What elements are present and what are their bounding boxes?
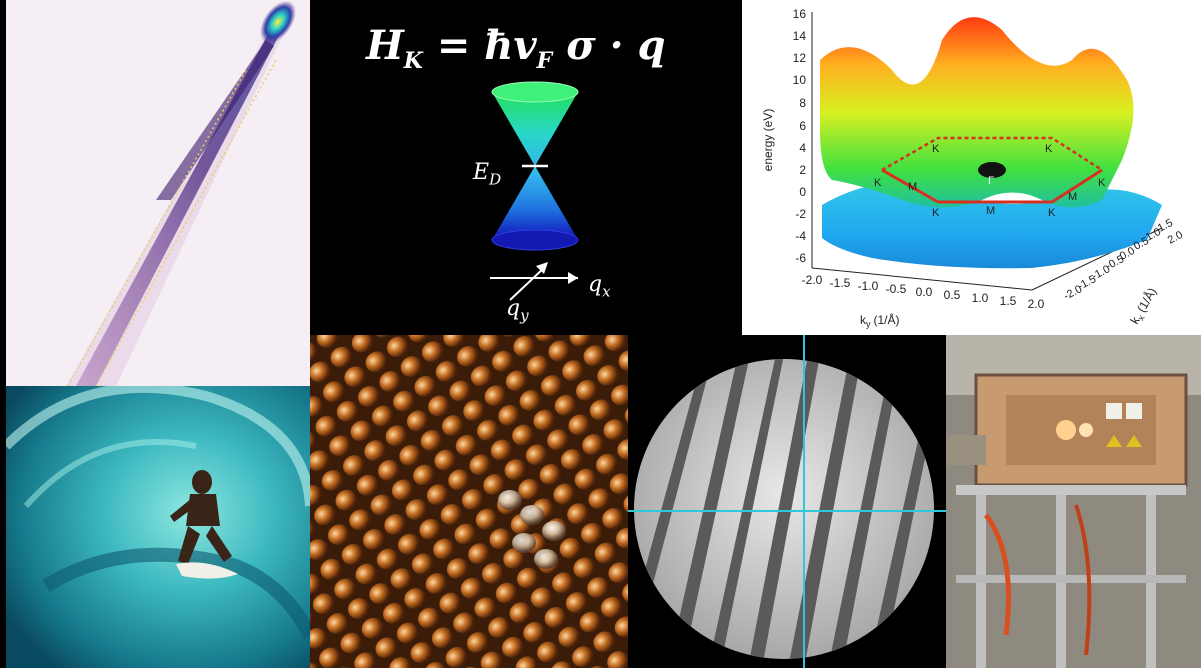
ytick-3: 10	[793, 73, 807, 87]
label-M3: M	[986, 205, 995, 217]
ytick-8: 0	[799, 185, 806, 199]
label-gamma: Γ	[988, 175, 994, 187]
label-K2: K	[1045, 143, 1053, 155]
x-axis-label: ky (1/Å)	[860, 312, 900, 329]
xtick-7: 1.5	[1000, 294, 1017, 308]
ytick-2: 12	[793, 51, 807, 65]
xtick-8: 2.0	[1028, 297, 1045, 311]
stm-topography-image	[310, 335, 628, 668]
hamiltonian-equation: HK = ħvF σ · q	[366, 22, 666, 74]
xtick-5: 0.5	[944, 288, 961, 302]
lab-apparatus-photo	[946, 335, 1201, 668]
qx-axis-label: qx	[588, 272, 611, 301]
leem-domain-image	[628, 335, 946, 668]
ytick-1: 14	[793, 29, 807, 43]
svg-text:ky(1/Å): ky (1/Å)	[860, 312, 900, 329]
xtick-6: 1.0	[972, 291, 989, 305]
ytick-7: 2	[799, 163, 806, 177]
ytick-5: 6	[799, 119, 806, 133]
ytick-9: -2	[795, 207, 806, 221]
label-K4: K	[1098, 177, 1106, 189]
label-K1: K	[932, 143, 940, 155]
ytick-6: 4	[799, 141, 806, 155]
xtick-0: -2.0	[802, 273, 823, 287]
label-K5: K	[932, 207, 940, 219]
label-M2: M	[1068, 191, 1077, 203]
xtick-4: 0.0	[916, 285, 933, 299]
label-M1: M	[908, 181, 917, 193]
xtick-1: -1.5	[830, 276, 851, 290]
label-K6: K	[1048, 207, 1056, 219]
dirac-point-label: ED	[473, 160, 502, 189]
arpes-spectrum-image	[6, 0, 310, 386]
dirac-cone-panel: HK = ħvF σ · q ED qx	[310, 0, 742, 335]
xtick-2: -1.0	[858, 279, 879, 293]
label-K3: K	[874, 177, 882, 189]
ytick-11: -6	[795, 251, 806, 265]
surfer-wave-photo	[6, 386, 310, 668]
qy-axis-label: qy	[506, 296, 529, 325]
ytick-4: 8	[799, 96, 806, 110]
band-structure-plot: K K K K K K M M M Γ 16 14 12 10 8 6 4 2 …	[742, 0, 1201, 335]
xtick-3: -0.5	[886, 282, 907, 296]
y-axis-label: energy (eV)	[761, 109, 775, 172]
ytick-0: 16	[793, 7, 807, 21]
ytick-10: -4	[795, 229, 806, 243]
